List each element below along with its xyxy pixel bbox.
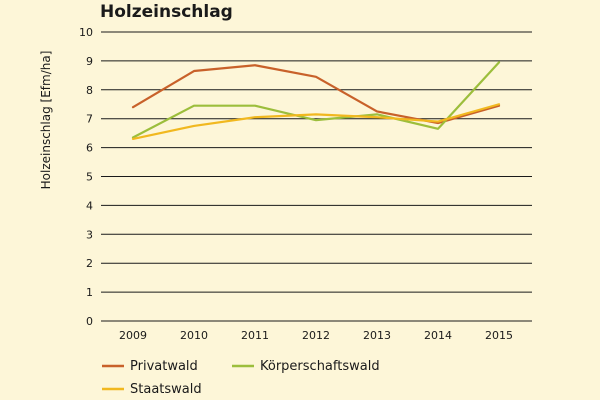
y-tick-label: 0 <box>86 315 93 328</box>
gridlines <box>101 31 532 322</box>
series-lines <box>131 61 501 141</box>
x-tick-label: 2010 <box>180 329 208 342</box>
x-tick-label: 2009 <box>119 329 147 342</box>
x-tick-label: 2013 <box>363 329 391 342</box>
legend: Privatwald Körperschaftswald Staatswald <box>102 359 380 397</box>
y-axis-label: Holzeinschlag [Efm/ha] <box>39 51 53 190</box>
legend-label-2: Körperschaftswald <box>260 359 380 374</box>
y-tick-label: 6 <box>86 142 93 155</box>
chart-title: Holzeinschlag <box>100 2 233 22</box>
x-tick-label: 2012 <box>302 329 330 342</box>
x-tick-label: 2014 <box>424 329 452 342</box>
y-tick-label: 3 <box>86 228 93 241</box>
x-tick-label: 2011 <box>241 329 269 342</box>
y-tick-label: 9 <box>86 55 93 68</box>
y-tick-label: 5 <box>86 171 93 184</box>
x-tick-label: 2015 <box>485 329 513 342</box>
y-tick-label: 2 <box>86 257 93 270</box>
y-tick-label: 4 <box>86 199 93 212</box>
legend-label-1: Privatwald <box>130 359 198 374</box>
y-tick-label: 8 <box>86 84 93 97</box>
series-line-2 <box>131 61 501 139</box>
y-axis-ticks: 0 1 2 3 4 5 6 7 8 9 10 <box>79 26 93 328</box>
y-tick-label: 7 <box>86 113 93 126</box>
legend-label-3: Staatswald <box>130 382 202 397</box>
series-line-1 <box>131 64 501 125</box>
y-tick-label: 1 <box>86 286 93 299</box>
y-tick-label: 10 <box>79 26 93 39</box>
series-line-3 <box>131 103 501 141</box>
x-axis-ticks: 2009 2010 2011 2012 2013 2014 2015 <box>119 329 513 342</box>
